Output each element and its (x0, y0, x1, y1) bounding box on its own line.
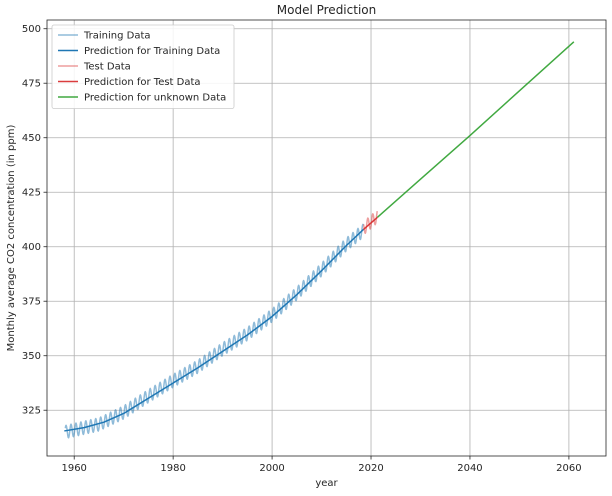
x-axis-label: year (315, 478, 338, 489)
series-line-2 (362, 211, 378, 235)
y-axis-label: Monthly average CO2 concentration (in pp… (6, 125, 17, 352)
legend-box (51, 24, 235, 109)
series-line-0 (64, 223, 365, 439)
axis-ticks: 1960 1980 2000 2020 2040 2060 325 350 375 400 425 4… (22, 24, 582, 474)
chart-title: Model Prediction (277, 3, 376, 17)
legend-label: Test Data (83, 62, 131, 73)
series-line-4 (376, 41, 575, 218)
series-lines (64, 41, 575, 439)
legend-label: Prediction for Test Data (84, 77, 201, 88)
legend: Training Data Prediction for Training Dat… (51, 24, 235, 109)
x-tick-label: 1980 (160, 463, 185, 474)
y-tick-label: 425 (22, 188, 41, 199)
plot-frame (46, 19, 607, 457)
legend-label: Training Data (83, 31, 151, 42)
x-tick-label: 2020 (358, 463, 383, 474)
y-tick-label: 325 (22, 406, 41, 417)
y-tick-label: 350 (22, 351, 41, 362)
series-line-1 (64, 228, 365, 432)
y-tick-label: 400 (22, 242, 41, 253)
x-tick-label: 2040 (457, 463, 482, 474)
y-tick-label: 475 (22, 79, 41, 90)
legend-label: Prediction for Training Data (84, 46, 220, 57)
y-tick-label: 450 (22, 133, 41, 144)
x-tick-label: 2060 (556, 463, 581, 474)
x-tick-label: 2000 (259, 463, 284, 474)
legend-label: Prediction for unknown Data (84, 93, 226, 104)
series-line-3 (363, 216, 378, 230)
grid-lines (47, 20, 606, 456)
x-tick-label: 1960 (61, 463, 86, 474)
y-tick-label: 500 (22, 24, 41, 35)
y-tick-label: 375 (22, 297, 41, 308)
